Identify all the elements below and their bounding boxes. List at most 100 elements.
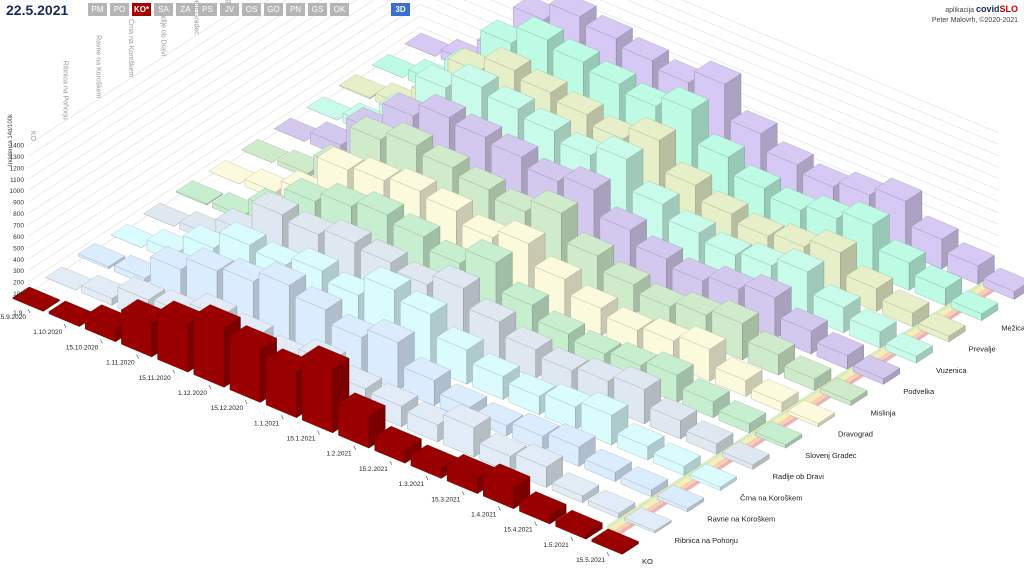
bar-dravograd — [715, 356, 763, 397]
bar-top — [490, 133, 539, 158]
series-label: Prevalje — [969, 345, 996, 354]
bar-top — [606, 306, 654, 331]
bar-slovenj-gradec — [754, 421, 803, 449]
bar-top — [523, 107, 571, 132]
author-line: Peter Malovrh, ©2020-2021 — [931, 17, 1018, 24]
bar-top — [842, 201, 890, 225]
x-tick-label: 15.5.2021 — [576, 557, 605, 564]
x-tick-mark — [27, 308, 31, 314]
x-tick-label: 15.3.2021 — [431, 496, 460, 503]
bar-front — [302, 355, 333, 434]
bar-top — [744, 274, 792, 298]
y-tick-label: 200 — [13, 280, 24, 287]
date-title: 22.5.2021 — [6, 2, 69, 18]
bar-top — [620, 466, 668, 491]
bar-top — [229, 325, 277, 349]
bar-top — [947, 242, 995, 267]
bar-top — [661, 86, 709, 111]
bar-top — [747, 331, 796, 355]
back-series-label: Radlje ob Dravi — [160, 8, 167, 56]
bar-top — [487, 85, 535, 110]
bar-ko — [555, 509, 603, 540]
bar-top — [613, 365, 661, 390]
bar-top — [508, 372, 556, 397]
bar-top — [852, 355, 901, 379]
bar-ravne-na-koro-kem — [656, 484, 705, 513]
series-label: Vuzenica — [936, 366, 967, 375]
series-label: Podvelka — [903, 387, 935, 396]
bar-top — [552, 38, 601, 63]
bar-top — [324, 219, 372, 244]
bar-dravograd — [787, 399, 835, 428]
bar-top — [446, 454, 495, 478]
bar-top — [403, 356, 451, 381]
region-tabs: PM PO KO* SA ZA PS JV OS GO PN GS OK — [88, 3, 349, 16]
bar-top — [537, 310, 586, 335]
bar-top — [360, 239, 408, 263]
bar-top — [425, 187, 473, 212]
bar-top — [436, 326, 484, 351]
view-3d-button[interactable]: 3D — [391, 3, 410, 16]
tab-jv[interactable]: JV — [220, 3, 239, 16]
x-tick-mark — [63, 324, 67, 329]
bar-slovenj-gradec — [682, 378, 730, 419]
tab-po[interactable]: PO — [110, 3, 129, 16]
bar-prevalje — [881, 289, 930, 328]
bar-top — [512, 412, 560, 437]
bar-top — [392, 213, 441, 237]
tab-os[interactable]: OS — [242, 3, 261, 16]
bar-radlje-ob-dravi — [685, 420, 734, 455]
tab-ps[interactable]: PS — [198, 3, 217, 16]
y-tick-label: 700 — [13, 223, 24, 230]
bar-ribnica-na-pohorju — [515, 443, 563, 488]
bar-podvelka — [744, 274, 792, 340]
bar-top — [515, 443, 563, 468]
x-tick-mark — [100, 339, 103, 344]
bar-top — [555, 509, 603, 534]
y-tick-label: 1000 — [10, 188, 25, 195]
x-tick-mark — [281, 415, 284, 420]
bar-top — [519, 491, 567, 516]
x-tick-mark — [389, 460, 393, 466]
bar-top — [534, 255, 582, 280]
grid-line — [27, 0, 1000, 214]
bar-top — [632, 180, 680, 205]
bar-top — [399, 290, 448, 315]
x-tick-label: 15.1.2021 — [287, 436, 316, 443]
tab-go[interactable]: GO — [264, 3, 283, 16]
x-tick-label: 1.11.2020 — [106, 360, 135, 367]
x-tick-label: 15.12.2020 — [211, 405, 244, 412]
x-tick-label: 1.10.2020 — [33, 329, 62, 336]
y-axis-title: Incidenca 14d/100k — [8, 113, 14, 166]
tab-gs[interactable]: GS — [308, 3, 327, 16]
bar-top — [737, 212, 785, 237]
bar-top — [241, 139, 289, 163]
bar-top — [845, 265, 894, 289]
bar-top — [175, 180, 224, 205]
tab-sa[interactable]: SA — [154, 3, 173, 16]
bar--rna-na-koro-kem — [689, 463, 737, 491]
bar-top — [475, 402, 524, 426]
bar-top — [685, 420, 734, 445]
tab-pn[interactable]: PN — [286, 3, 305, 16]
bar-top — [12, 286, 60, 311]
grid-line — [27, 0, 1000, 180]
bar-top — [479, 432, 527, 457]
tab-za[interactable]: ZA — [176, 3, 195, 16]
bar-ribnica-na-pohorju — [587, 489, 636, 519]
bar-top — [566, 232, 615, 257]
series-label: Mislinja — [871, 408, 897, 417]
bar-top — [874, 177, 923, 202]
tab-pm[interactable]: PM — [88, 3, 107, 16]
bar-top — [697, 133, 745, 158]
y-tick-label: 600 — [13, 234, 24, 241]
bar-top — [294, 286, 343, 310]
bar-top — [520, 68, 568, 93]
bar-mislinja — [783, 355, 832, 391]
bar-top — [715, 356, 763, 381]
x-tick-label: 15.11.2020 — [139, 375, 171, 382]
tab-ok[interactable]: OK — [330, 3, 349, 16]
tab-ko[interactable]: KO* — [132, 3, 151, 16]
x-tick-mark — [136, 354, 139, 359]
